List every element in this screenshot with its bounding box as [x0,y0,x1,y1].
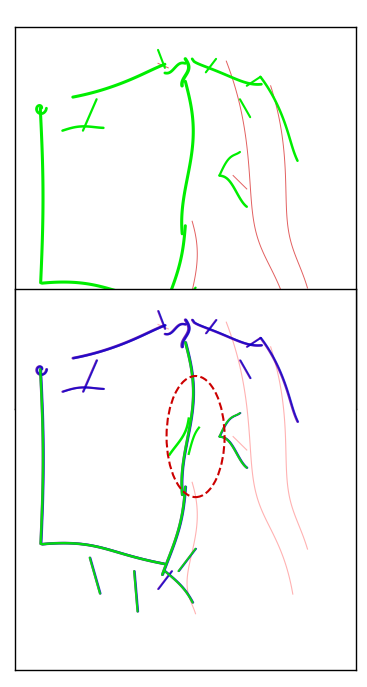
Text: (a): (a) [176,428,195,442]
